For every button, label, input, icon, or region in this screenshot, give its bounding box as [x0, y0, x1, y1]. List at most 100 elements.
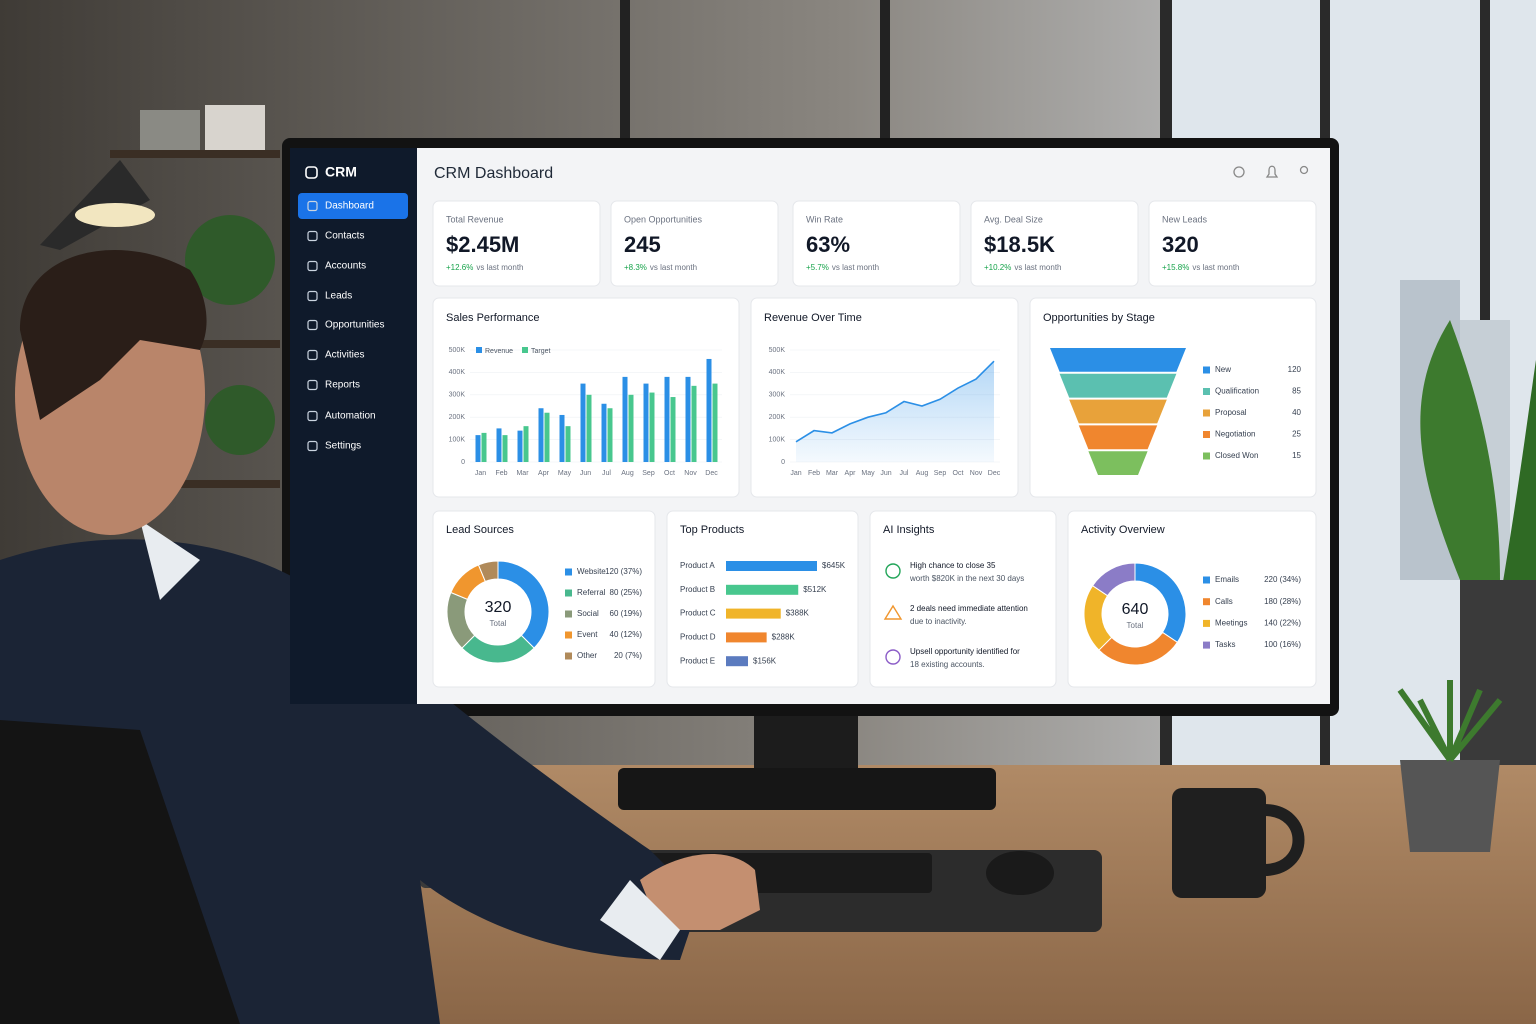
- nav-item[interactable]: Dashboard: [325, 201, 374, 212]
- legend-label: Event: [577, 630, 598, 639]
- insight-icon: [885, 563, 901, 579]
- legend-value: 20 (7%): [614, 651, 642, 660]
- x-tick-label: Nov: [684, 470, 697, 477]
- bar: [628, 394, 634, 462]
- category-label: Product D: [680, 633, 716, 642]
- card: [432, 200, 601, 287]
- nav-item[interactable]: Opportunities: [325, 320, 384, 331]
- value-label: $156K: [753, 656, 777, 665]
- nav-icon: [307, 290, 318, 302]
- bar: [607, 408, 613, 462]
- x-tick-label: Jul: [900, 470, 909, 477]
- person: [0, 250, 760, 1024]
- nav-active-background: [298, 193, 408, 219]
- nav-icon: [307, 319, 318, 331]
- card: [970, 200, 1139, 287]
- bar: [726, 632, 767, 643]
- y-tick-label: 300K: [449, 392, 466, 399]
- y-tick-label: 500K: [449, 347, 466, 354]
- nav-icon: [307, 410, 318, 422]
- plant-right: [1420, 320, 1536, 770]
- donut-total-label: Total: [490, 619, 507, 628]
- y-tick-label: 100K: [449, 436, 466, 443]
- search-icon[interactable]: [1233, 166, 1245, 178]
- legend-value: 140 (22%): [1264, 619, 1301, 628]
- nav-item[interactable]: Activities: [325, 350, 364, 361]
- kpi-value: $2.45M: [446, 232, 519, 257]
- legend-swatch: [1203, 641, 1210, 649]
- card-title: AI Insights: [883, 524, 935, 536]
- bar: [538, 408, 544, 462]
- nav-item[interactable]: Settings: [325, 441, 361, 452]
- donut-total: 320: [485, 599, 512, 616]
- value-label: $388K: [786, 609, 810, 618]
- kpi-note: vs last month: [650, 263, 697, 272]
- legend-swatch: [565, 631, 572, 639]
- bar: [622, 376, 628, 462]
- bar: [691, 385, 697, 462]
- x-tick-label: Oct: [664, 470, 675, 477]
- nav-item[interactable]: Leads: [325, 291, 352, 302]
- category-label: Product C: [680, 609, 716, 618]
- x-tick-label: Apr: [538, 470, 550, 477]
- nav-item[interactable]: Automation: [325, 411, 376, 422]
- x-tick-label: Dec: [988, 470, 1001, 477]
- insight-text: Upsell opportunity identified for: [910, 647, 1020, 656]
- legend-label: Other: [577, 651, 597, 660]
- bar: [726, 608, 781, 619]
- nav-icon: [307, 200, 318, 212]
- nav-icon: [307, 379, 318, 391]
- nav-item[interactable]: Accounts: [325, 261, 366, 272]
- legend-value: 120 (37%): [605, 567, 642, 576]
- legend-swatch: [1203, 452, 1210, 460]
- bar: [496, 428, 502, 462]
- donut-segment: [477, 560, 499, 583]
- profile-icon[interactable]: [1299, 165, 1309, 175]
- notifications-icon[interactable]: [1265, 165, 1279, 178]
- x-tick-label: Mar: [826, 470, 839, 477]
- y-tick-label: 500K: [769, 347, 786, 354]
- x-tick-label: Aug: [621, 470, 634, 477]
- bar: [517, 430, 523, 462]
- kpi-note: vs last month: [1014, 263, 1061, 272]
- x-tick-label: Sep: [934, 470, 947, 477]
- kpi-note: vs last month: [1192, 263, 1239, 272]
- insight-icon: [885, 649, 901, 665]
- y-tick-label: 200K: [449, 414, 466, 421]
- legend-label: Proposal: [1215, 408, 1247, 417]
- kpi-change: +8.3%: [624, 263, 647, 272]
- legend-label: Tasks: [1215, 640, 1235, 649]
- header-icons[interactable]: [1233, 165, 1309, 178]
- legend-swatch: [1203, 598, 1210, 606]
- donut-segment: [1091, 562, 1136, 597]
- y-tick-label: 0: [461, 459, 465, 466]
- kpi-label: Total Revenue: [446, 214, 504, 224]
- brand-name: CRM: [325, 164, 357, 180]
- kpi-change-line: +10.2% vs last month: [984, 263, 1062, 272]
- bar: [544, 412, 550, 462]
- legend-swatch: [1203, 409, 1210, 417]
- donut-total: 640: [1122, 601, 1149, 618]
- page-title: CRM Dashboard: [434, 165, 553, 182]
- legend-swatch: [1203, 619, 1210, 627]
- nav-item[interactable]: Contacts: [325, 231, 364, 242]
- legend-value: 40: [1292, 408, 1301, 417]
- nav-icon: [307, 230, 318, 242]
- legend-swatch: [476, 347, 482, 353]
- x-tick-label: Feb: [495, 470, 507, 477]
- kpi-change-line: +5.7% vs last month: [806, 263, 879, 272]
- kpi-label: Win Rate: [806, 214, 843, 224]
- donut-total-label: Total: [1127, 621, 1144, 630]
- x-tick-label: Jan: [475, 470, 486, 477]
- card: [666, 510, 859, 688]
- nav-item[interactable]: Reports: [325, 380, 360, 391]
- legend-label: Target: [531, 348, 551, 355]
- legend-label: Calls: [1215, 597, 1233, 606]
- x-tick-label: Jul: [602, 470, 611, 477]
- insight-text: worth $820K in the next 30 days: [909, 574, 1024, 583]
- kpi-note: vs last month: [832, 263, 879, 272]
- y-tick-label: 400K: [449, 369, 466, 376]
- kpi-change-line: +8.3% vs last month: [624, 263, 697, 272]
- nav-icon: [307, 260, 318, 272]
